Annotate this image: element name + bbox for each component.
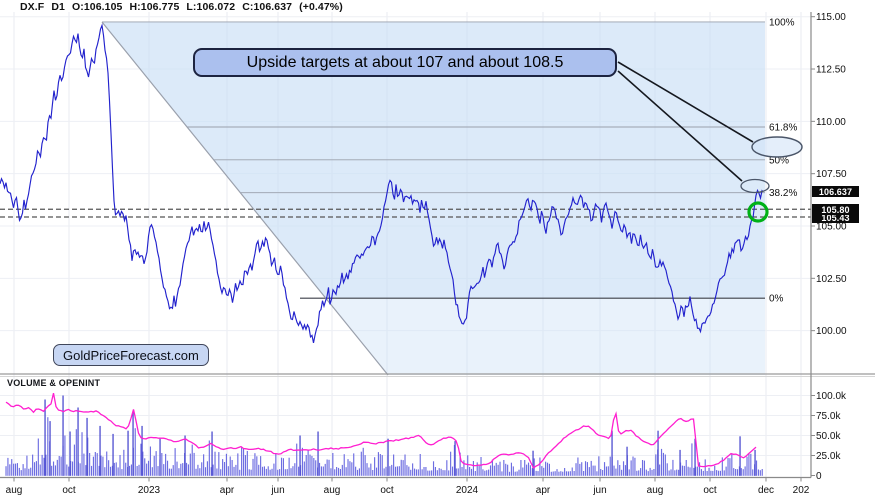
volume-axis-label: 25.0k	[816, 451, 841, 462]
price-axis-label: 100.00	[816, 326, 847, 337]
ohlc-low: L:106.072	[186, 1, 236, 13]
open-interest-line	[5, 392, 757, 469]
x-axis-label: 2024	[456, 485, 479, 496]
price-axis-label: 110.00	[816, 117, 846, 128]
support-price-tag-lower: 105.43	[812, 212, 859, 223]
x-axis-label: oct	[380, 485, 394, 496]
x-axis-label: oct	[703, 485, 717, 496]
volume-axis-label: 100.0k	[816, 391, 847, 402]
upside-targets-annotation: Upside targets at about 107 and about 10…	[193, 48, 617, 77]
price-axis-label: 115.00	[816, 12, 846, 23]
volume-axis-label: 75.0k	[816, 411, 841, 422]
x-axis-label: 202	[793, 485, 810, 496]
ohlc-open: O:106.105	[71, 1, 123, 13]
x-axis-label: aug	[324, 485, 341, 496]
x-axis-label: aug	[6, 485, 23, 496]
price-axis-label: 102.50	[816, 274, 847, 285]
price-line	[0, 23, 764, 344]
fib-label-61.8: 61.8%	[769, 123, 797, 134]
volume-bars	[5, 395, 763, 476]
x-axis-label: 2023	[138, 485, 161, 496]
support-price-tag-upper: 105.80	[812, 204, 859, 215]
price-axis-label: 107.50	[816, 169, 847, 180]
x-axis-label: jun	[592, 485, 606, 496]
fib-label-0: 0%	[769, 294, 784, 305]
target-ellipse-108-5	[751, 136, 803, 158]
change-percent: (+0.47%)	[299, 1, 343, 13]
volume-axis-label: 50.0k	[816, 431, 841, 442]
target-ellipse-107	[740, 178, 770, 194]
volume-axis-label: 0	[816, 471, 822, 482]
current-price-tag: 106.637	[812, 186, 859, 197]
axes	[0, 12, 875, 482]
descending-trendline	[101, 21, 389, 376]
timeframe-label: D1	[51, 1, 65, 13]
symbol-header: DX.F D1 O:106.105 H:106.775 L:106.072 C:106.6…	[20, 1, 350, 13]
dashed-support-lines	[0, 208, 811, 218]
watermark-goldpriceforecast: GoldPriceForecast.com	[53, 344, 209, 366]
price-axis-label: 112.50	[816, 65, 846, 76]
x-axis-label: apr	[536, 485, 551, 496]
fib-label-50: 50%	[769, 155, 789, 166]
price-axis-label: 105.00	[816, 222, 847, 233]
fib-levels	[102, 21, 765, 299]
ohlc-close: C:106.637	[242, 1, 293, 13]
symbol-label: DX.F	[20, 1, 45, 13]
x-axis-label: apr	[220, 485, 235, 496]
x-axis-label: dec	[758, 485, 774, 496]
fib-label-38.2: 38.2%	[769, 188, 797, 199]
gridlines	[0, 12, 811, 477]
volume-panel-title: VOLUME & OPENINT	[7, 378, 101, 388]
breakout-circle	[747, 201, 769, 223]
x-axis-label: oct	[62, 485, 76, 496]
ohlc-high: H:106.775	[129, 1, 180, 13]
x-axis-label: jun	[270, 485, 284, 496]
annotation-pointers	[617, 61, 754, 182]
x-axis-label: aug	[647, 485, 664, 496]
fib-label-100: 100%	[769, 17, 795, 28]
